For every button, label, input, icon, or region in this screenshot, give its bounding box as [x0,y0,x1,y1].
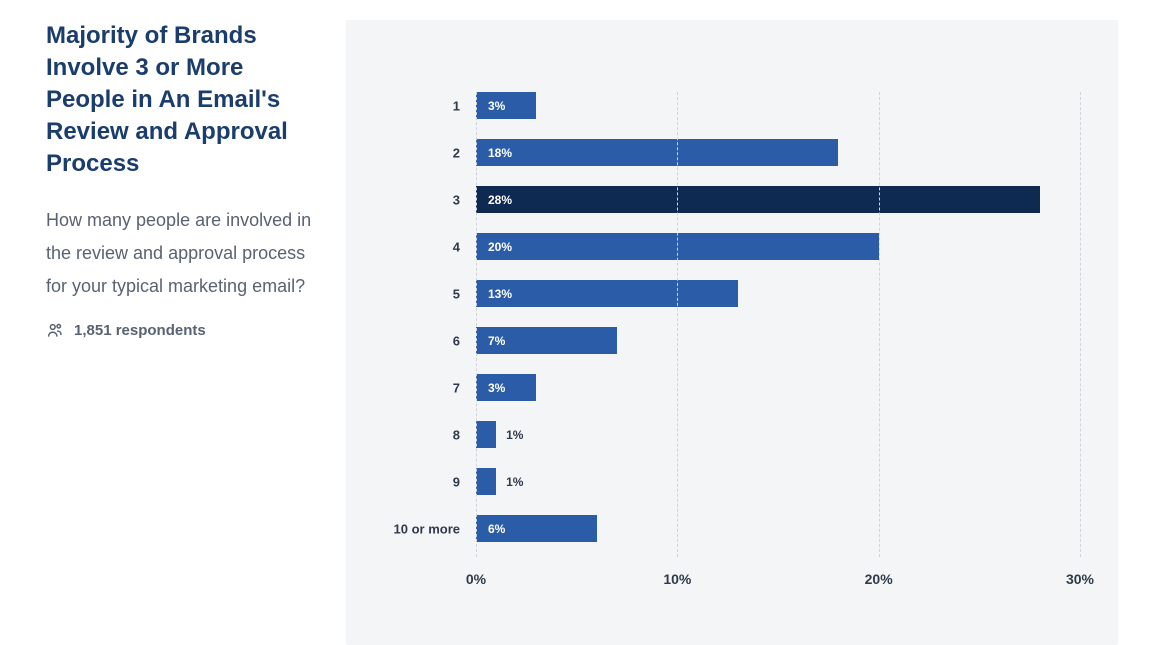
plot-area: 13% 218% 328% 420% 513% 67% 73% 81% 91% 10 or mor… [476,92,1080,557]
chart-title: Majority of Brands Involve 3 or More Peo… [46,20,326,180]
value-label: 13% [488,287,512,301]
bar-row: 73% [476,374,1080,401]
category-label: 2 [453,145,476,160]
value-label: 1% [506,428,523,442]
bar [476,468,496,495]
value-label: 28% [488,193,512,207]
category-label: 10 or more [394,521,476,536]
category-label: 8 [453,427,476,442]
bar: 13% [476,280,738,307]
bar-row: 10 or more6% [476,515,1080,542]
bar: 28% [476,186,1040,213]
respondents-row: 1,851 respondents [46,321,326,339]
x-axis-tick: 0% [466,571,486,587]
bar-row: 328% [476,186,1080,213]
category-label: 1 [453,98,476,113]
bar: 18% [476,139,838,166]
x-axis-tick: 30% [1066,571,1094,587]
bar-row: 91% [476,468,1080,495]
bar [476,421,496,448]
value-label: 6% [488,522,505,536]
grid-line [879,92,880,557]
category-label: 7 [453,380,476,395]
bars-container: 13% 218% 328% 420% 513% 67% 73% 81% 91% 10 or mor… [476,92,1080,557]
bar-row: 218% [476,139,1080,166]
bar: 3% [476,374,536,401]
x-axis-tick: 10% [663,571,691,587]
survey-question: How many people are involved in the revi… [46,204,326,304]
bar: 7% [476,327,617,354]
grid-line [476,92,477,557]
page-root: Majority of Brands Involve 3 or More Peo… [0,0,1158,645]
value-label: 20% [488,240,512,254]
people-icon [46,321,64,339]
category-label: 6 [453,333,476,348]
bar-row: 13% [476,92,1080,119]
bar-row: 67% [476,327,1080,354]
bar-row: 81% [476,421,1080,448]
respondents-count: 1,851 respondents [74,322,206,339]
category-label: 5 [453,286,476,301]
value-label: 7% [488,334,505,348]
grid-line [677,92,678,557]
category-label: 9 [453,474,476,489]
value-label: 1% [506,475,523,489]
bar: 6% [476,515,597,542]
value-label: 18% [488,146,512,160]
left-panel: Majority of Brands Involve 3 or More Peo… [46,20,346,645]
chart-panel: 13%218%328%420%513%67%73%81%91%10 or mor… [346,20,1118,645]
grid-line [1080,92,1081,557]
value-label: 3% [488,99,505,113]
category-label: 3 [453,192,476,207]
bar: 3% [476,92,536,119]
x-axis-tick: 20% [865,571,893,587]
bar-row: 513% [476,280,1080,307]
value-label: 3% [488,381,505,395]
bar-row: 420% [476,233,1080,260]
category-label: 4 [453,239,476,254]
